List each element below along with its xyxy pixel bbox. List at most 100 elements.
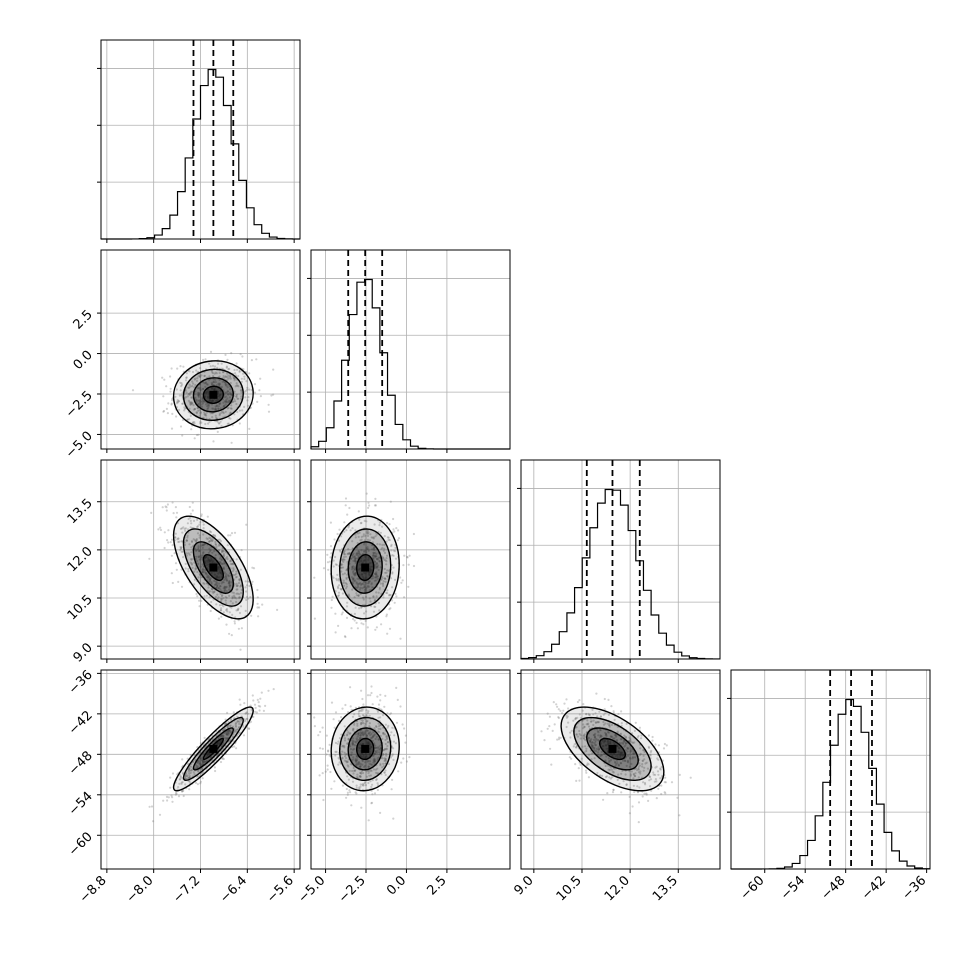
sample-point	[218, 538, 221, 541]
sample-point	[631, 805, 634, 808]
sample-point	[169, 786, 172, 789]
sample-point	[209, 538, 213, 542]
sample-point	[218, 544, 221, 547]
sample-point	[341, 784, 344, 787]
sample-point	[224, 599, 227, 602]
sample-point	[231, 596, 234, 600]
sample-point	[258, 606, 261, 609]
sample-point	[199, 387, 202, 390]
sample-point	[207, 559, 210, 562]
sample-point	[603, 697, 606, 701]
sample-point	[242, 368, 245, 371]
sample-point	[217, 398, 220, 401]
sample-point	[267, 403, 270, 406]
sample-point	[345, 796, 348, 799]
sample-point	[330, 598, 333, 602]
x-tick-label: −7.2	[170, 873, 203, 906]
sample-point	[217, 407, 220, 410]
sample-point	[321, 726, 324, 729]
sample-point	[404, 741, 407, 744]
sample-point	[198, 409, 201, 412]
sample-point	[210, 387, 214, 390]
sample-point	[240, 627, 243, 630]
sample-point	[221, 594, 224, 597]
sample-point	[205, 555, 208, 559]
sample-point	[197, 548, 200, 551]
sample-point	[224, 383, 227, 386]
sample-point	[233, 745, 236, 748]
sample-point	[182, 556, 185, 559]
sample-point	[218, 566, 221, 569]
sample-point	[233, 413, 236, 416]
sample-point	[202, 523, 205, 526]
sample-point	[203, 400, 206, 403]
sample-point	[610, 705, 613, 708]
sample-point	[252, 699, 255, 702]
sample-point	[199, 420, 202, 423]
sample-point	[223, 589, 226, 592]
density-peak	[209, 563, 218, 572]
gridlines	[101, 460, 300, 659]
sample-point	[329, 770, 332, 774]
sample-point	[386, 712, 389, 715]
sample-point	[651, 735, 654, 739]
sample-point	[230, 407, 233, 410]
sample-point	[389, 712, 393, 715]
contour-line	[192, 377, 234, 413]
sample-point	[194, 383, 197, 387]
sample-point	[199, 388, 202, 392]
sample-point	[370, 801, 374, 804]
sample-point	[606, 792, 609, 795]
sample-point	[216, 584, 219, 587]
sample-point	[191, 370, 195, 374]
sample-point	[196, 407, 199, 410]
sample-point	[211, 383, 214, 386]
sample-point	[192, 404, 195, 407]
sample-point	[236, 592, 239, 595]
scatter-panel-3-2: 9.0 10.5 12.0 13.5	[511, 669, 721, 904]
sample-point	[234, 385, 237, 388]
sample-point	[204, 561, 207, 565]
sample-point	[191, 401, 194, 404]
sample-point	[329, 545, 333, 548]
sample-point	[212, 559, 215, 563]
sample-point	[553, 723, 556, 726]
sample-point	[392, 517, 395, 521]
sample-point	[199, 411, 202, 414]
sample-point	[227, 377, 230, 380]
sample-point	[257, 701, 260, 704]
sample-point	[660, 784, 663, 787]
sample-point	[393, 530, 396, 533]
sample-point	[561, 712, 564, 715]
sample-point	[201, 571, 204, 574]
sample-point	[208, 399, 212, 402]
sample-point	[395, 721, 399, 724]
sample-point	[204, 414, 207, 417]
sample-point	[186, 528, 190, 531]
sample-point	[191, 402, 194, 405]
sample-point	[190, 563, 194, 566]
sample-point	[181, 402, 184, 405]
sample-point	[193, 539, 196, 542]
sample-point	[218, 422, 221, 425]
sample-point	[226, 386, 229, 389]
sample-point	[678, 773, 681, 777]
sample-point	[362, 703, 365, 706]
sample-point	[169, 541, 172, 544]
sample-point	[376, 788, 379, 792]
sample-point	[556, 705, 559, 708]
sample-point	[218, 557, 222, 560]
sample-points	[131, 350, 275, 444]
sample-point	[193, 437, 196, 440]
sample-point	[238, 596, 241, 599]
sample-point	[546, 727, 549, 730]
sample-point	[185, 552, 188, 555]
sample-point	[205, 411, 208, 414]
sample-point	[565, 698, 568, 701]
sample-point	[197, 375, 200, 378]
y-tick-label: −48	[66, 749, 96, 779]
sample-point	[179, 547, 182, 550]
sample-point	[201, 563, 204, 566]
sample-point	[189, 512, 192, 515]
